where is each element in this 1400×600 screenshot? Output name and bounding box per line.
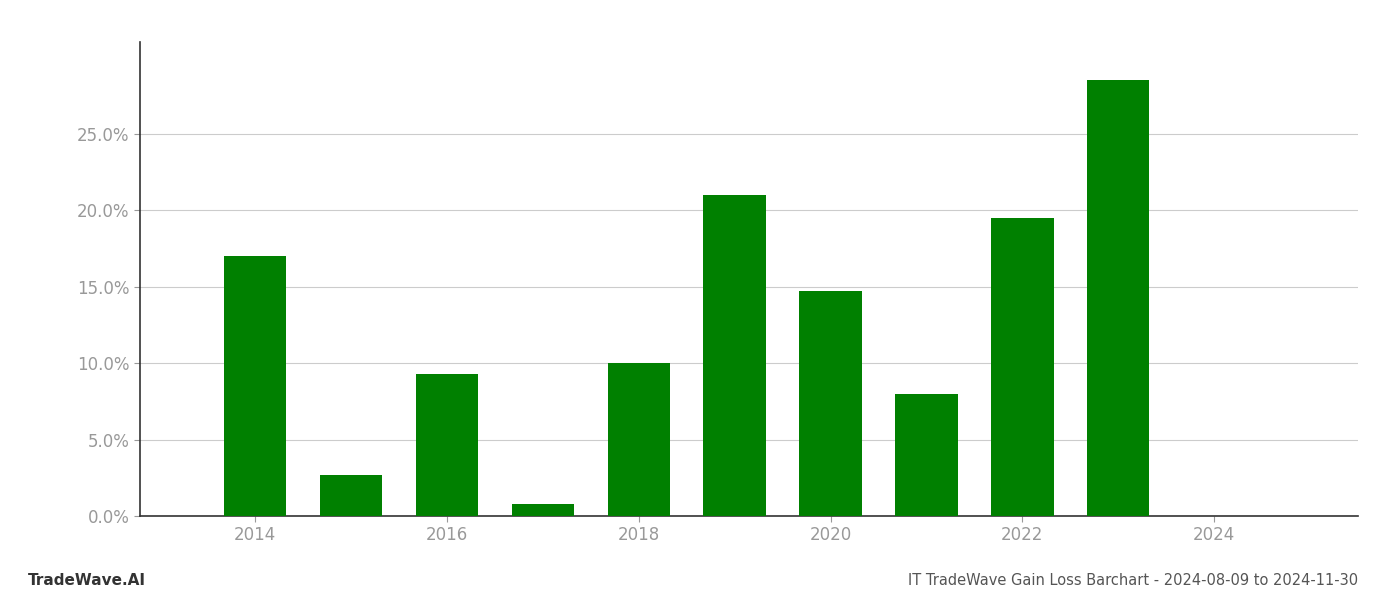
Bar <box>1086 80 1149 516</box>
Text: TradeWave.AI: TradeWave.AI <box>28 573 146 588</box>
Bar <box>799 291 861 516</box>
Bar <box>703 195 766 516</box>
Bar <box>319 475 382 516</box>
Bar <box>895 394 958 516</box>
Text: IT TradeWave Gain Loss Barchart - 2024-08-09 to 2024-11-30: IT TradeWave Gain Loss Barchart - 2024-0… <box>907 573 1358 588</box>
Bar <box>416 374 477 516</box>
Bar <box>511 504 574 516</box>
Bar <box>224 256 286 516</box>
Bar <box>608 363 669 516</box>
Bar <box>991 218 1054 516</box>
